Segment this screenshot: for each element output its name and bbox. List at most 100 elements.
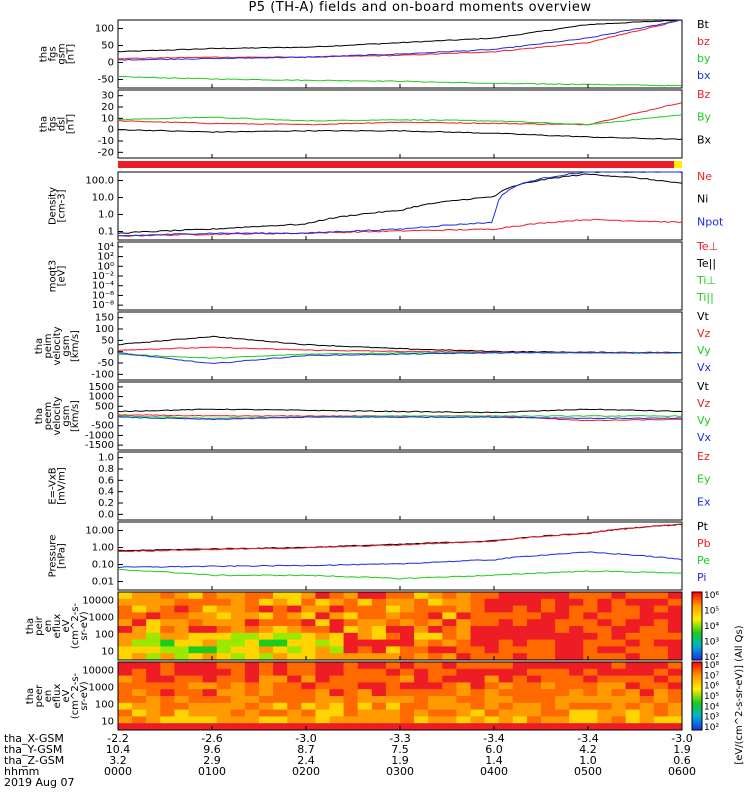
spectrogram-cell: [470, 662, 486, 670]
spectrogram-cell: [315, 709, 330, 717]
spectrogram-cell: [385, 668, 401, 677]
spectrogram-cell: [146, 598, 161, 607]
spectrogram-cell: [259, 619, 274, 627]
series-line-bx: [117, 19, 683, 61]
legend-entry: by: [697, 52, 711, 65]
spectrogram-cell: [202, 598, 218, 607]
spectrogram-cell: [470, 619, 486, 627]
series-line-bz: [118, 19, 683, 60]
ytick-label: 10²: [97, 252, 114, 263]
spectrogram-cell: [174, 716, 189, 724]
spectrogram-cell: [160, 612, 175, 620]
spectrogram-cell: [428, 662, 443, 670]
spectrogram-cell: [625, 626, 641, 634]
ylabel-line: [eV]: [57, 266, 68, 287]
spectrogram-cell: [597, 709, 612, 717]
spectrogram-cell: [329, 668, 345, 677]
spectrogram-cell: [273, 709, 288, 717]
spectrogram-cell: [259, 612, 274, 620]
spectrogram-cell: [625, 632, 641, 641]
spectrogram-cell: [484, 639, 500, 647]
spectrogram-cell: [132, 626, 147, 634]
spectrogram-cell: [611, 716, 627, 724]
ylabel-line: velocity: [52, 326, 63, 365]
spectrogram-cell: [216, 592, 232, 600]
spectrogram-cell: [174, 626, 189, 634]
spectrogram-cell: [146, 653, 161, 661]
spectrogram-cell: [512, 662, 528, 670]
spectrogram-cell: [400, 702, 415, 711]
spectrogram-cell: [526, 696, 542, 704]
ytick-label: 50: [101, 335, 114, 346]
spectrogram-cell: [315, 723, 330, 731]
ytick-label: 1000: [89, 392, 114, 403]
spectrogram-cell: [146, 592, 161, 600]
spectrogram-cell: [244, 646, 260, 654]
spectrogram-cell: [146, 626, 161, 634]
colorbar-tick: 10³: [704, 713, 719, 723]
spectrogram-cell: [174, 723, 189, 731]
spectrogram-cell: [287, 605, 302, 613]
spectrogram-cell: [146, 612, 161, 620]
ephemeris-value: 3.2: [109, 754, 127, 767]
spectrogram-cell: [160, 682, 175, 690]
ytick-label: 10: [101, 113, 114, 124]
spectrogram-cell: [357, 662, 373, 670]
spectrogram-cell: [583, 682, 598, 690]
spectrogram-cell: [230, 646, 246, 654]
spectrogram-cell: [639, 723, 655, 731]
spectrogram-cell: [583, 626, 598, 634]
spectrogram-cell: [569, 716, 584, 724]
spectrogram-cell: [188, 682, 204, 690]
spectrogram-cell: [428, 709, 443, 717]
ylabel-line: tha: [39, 46, 50, 62]
spectrogram-cell: [442, 632, 457, 641]
colorbar-tick: 10⁵: [704, 607, 719, 617]
ytick-label: 20: [101, 102, 114, 113]
spectrogram-cell: [555, 662, 570, 670]
ephemeris-value: 7.5: [391, 743, 409, 756]
spectrogram-cell: [555, 696, 570, 704]
spectrogram-cell: [611, 646, 627, 654]
spectrogram-cell: [343, 682, 359, 690]
spectrogram-cell: [498, 675, 514, 683]
spectrogram-cell: [188, 723, 204, 731]
spectrogram-cell: [273, 605, 288, 613]
spectrogram-cell: [442, 723, 457, 731]
spectrogram-cell: [541, 675, 556, 683]
spectrogram-cell: [625, 696, 641, 704]
spectrogram-cell: [132, 716, 147, 724]
spectrogram-cell: [230, 689, 246, 697]
ytick-label: -50: [98, 358, 114, 369]
spectrogram-cell: [653, 612, 669, 620]
spectrogram-cell: [146, 675, 161, 683]
spectrogram-cell: [301, 696, 316, 704]
legend-entry: Ti⊥: [696, 274, 716, 287]
spectrogram-cell: [625, 682, 641, 690]
spectrogram-cell: [653, 598, 669, 607]
spectrogram-cell: [287, 723, 302, 731]
panel-frame-peim-velocity: [117, 311, 683, 381]
ytick-label: 50: [101, 41, 114, 52]
spectrogram-cell: [569, 592, 584, 600]
spectrogram-cell: [611, 605, 627, 613]
panel-frame-temperature: [117, 241, 683, 311]
spectrogram-cell: [202, 605, 218, 613]
spectrogram-cell: [174, 612, 189, 620]
spectrogram-cell: [484, 646, 500, 654]
spectrogram-cell: [385, 619, 401, 627]
spectrogram-cell: [146, 716, 161, 724]
spectrogram-cell: [526, 612, 542, 620]
ephemeris-value: 2.9: [203, 754, 221, 767]
spectrogram-cell: [329, 626, 345, 634]
spectrogram-cell: [244, 702, 260, 711]
colorbar-tick: 10²: [704, 653, 719, 663]
spectrogram-cell: [230, 702, 246, 711]
spectrogram-cell: [611, 723, 627, 731]
spectrogram-cell: [611, 689, 627, 697]
spectrogram-cell: [371, 592, 387, 600]
spectrogram-cell: [526, 702, 542, 711]
spectrogram-cell: [259, 689, 274, 697]
spectrogram-cell: [188, 668, 204, 677]
ylabel-line: velocity: [52, 396, 63, 435]
